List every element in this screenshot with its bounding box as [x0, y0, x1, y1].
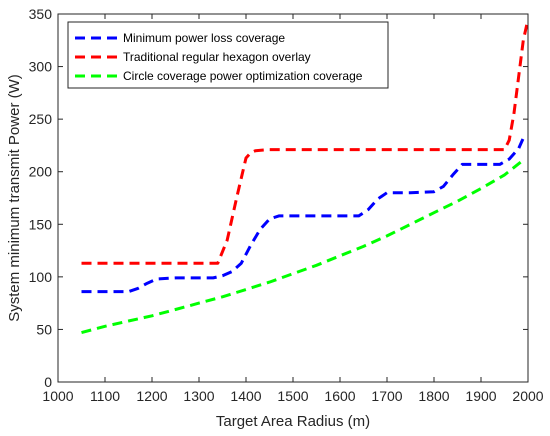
legend-items: Minimum power loss coverage Traditional r… [75, 31, 363, 83]
x-axis-title: Target Area Radius (m) [216, 413, 370, 430]
y-tick-label: 300 [29, 59, 53, 75]
legend-label-2: Traditional regular hexagon overlay [123, 50, 311, 64]
legend: Minimum power loss coverage Traditional r… [67, 21, 389, 89]
x-tick-label: 1000 [42, 388, 73, 404]
legend-label-3: Circle coverage power optimization cover… [123, 69, 363, 83]
series-layer [81, 18, 530, 335]
y-tick-label: 250 [29, 111, 53, 127]
x-tick-label: 1700 [371, 388, 402, 404]
legend-label-1: Minimum power loss coverage [123, 31, 285, 45]
x-tick-label: 1100 [90, 388, 120, 404]
ticks-layer: 1000 1100 1200 1300 1400 1500 1600 1700 1800 1900… [29, 6, 544, 404]
x-tick-label: 1600 [324, 388, 355, 404]
x-tick-label: 1300 [183, 388, 214, 404]
y-axis-title: System minimum transmit Power (W) [6, 74, 23, 322]
x-tick-label: 2000 [512, 388, 543, 404]
x-tick-label: 1400 [230, 388, 261, 404]
y-tick-label: 200 [29, 164, 53, 180]
x-tick-label: 1800 [418, 388, 449, 404]
x-tick-label: 1200 [136, 388, 167, 404]
legend-box [67, 21, 389, 89]
series-line-1 [81, 137, 525, 294]
series-line-3 [81, 158, 525, 335]
y-tick-label: 150 [29, 216, 53, 232]
y-tick-label: 50 [36, 321, 52, 337]
y-tick-label: 0 [44, 374, 52, 390]
y-tick-label: 350 [29, 6, 53, 22]
x-tick-label: 1500 [277, 388, 308, 404]
x-tick-label: 1900 [465, 388, 496, 404]
series-line-2 [81, 18, 530, 265]
y-tick-label: 100 [29, 269, 53, 285]
